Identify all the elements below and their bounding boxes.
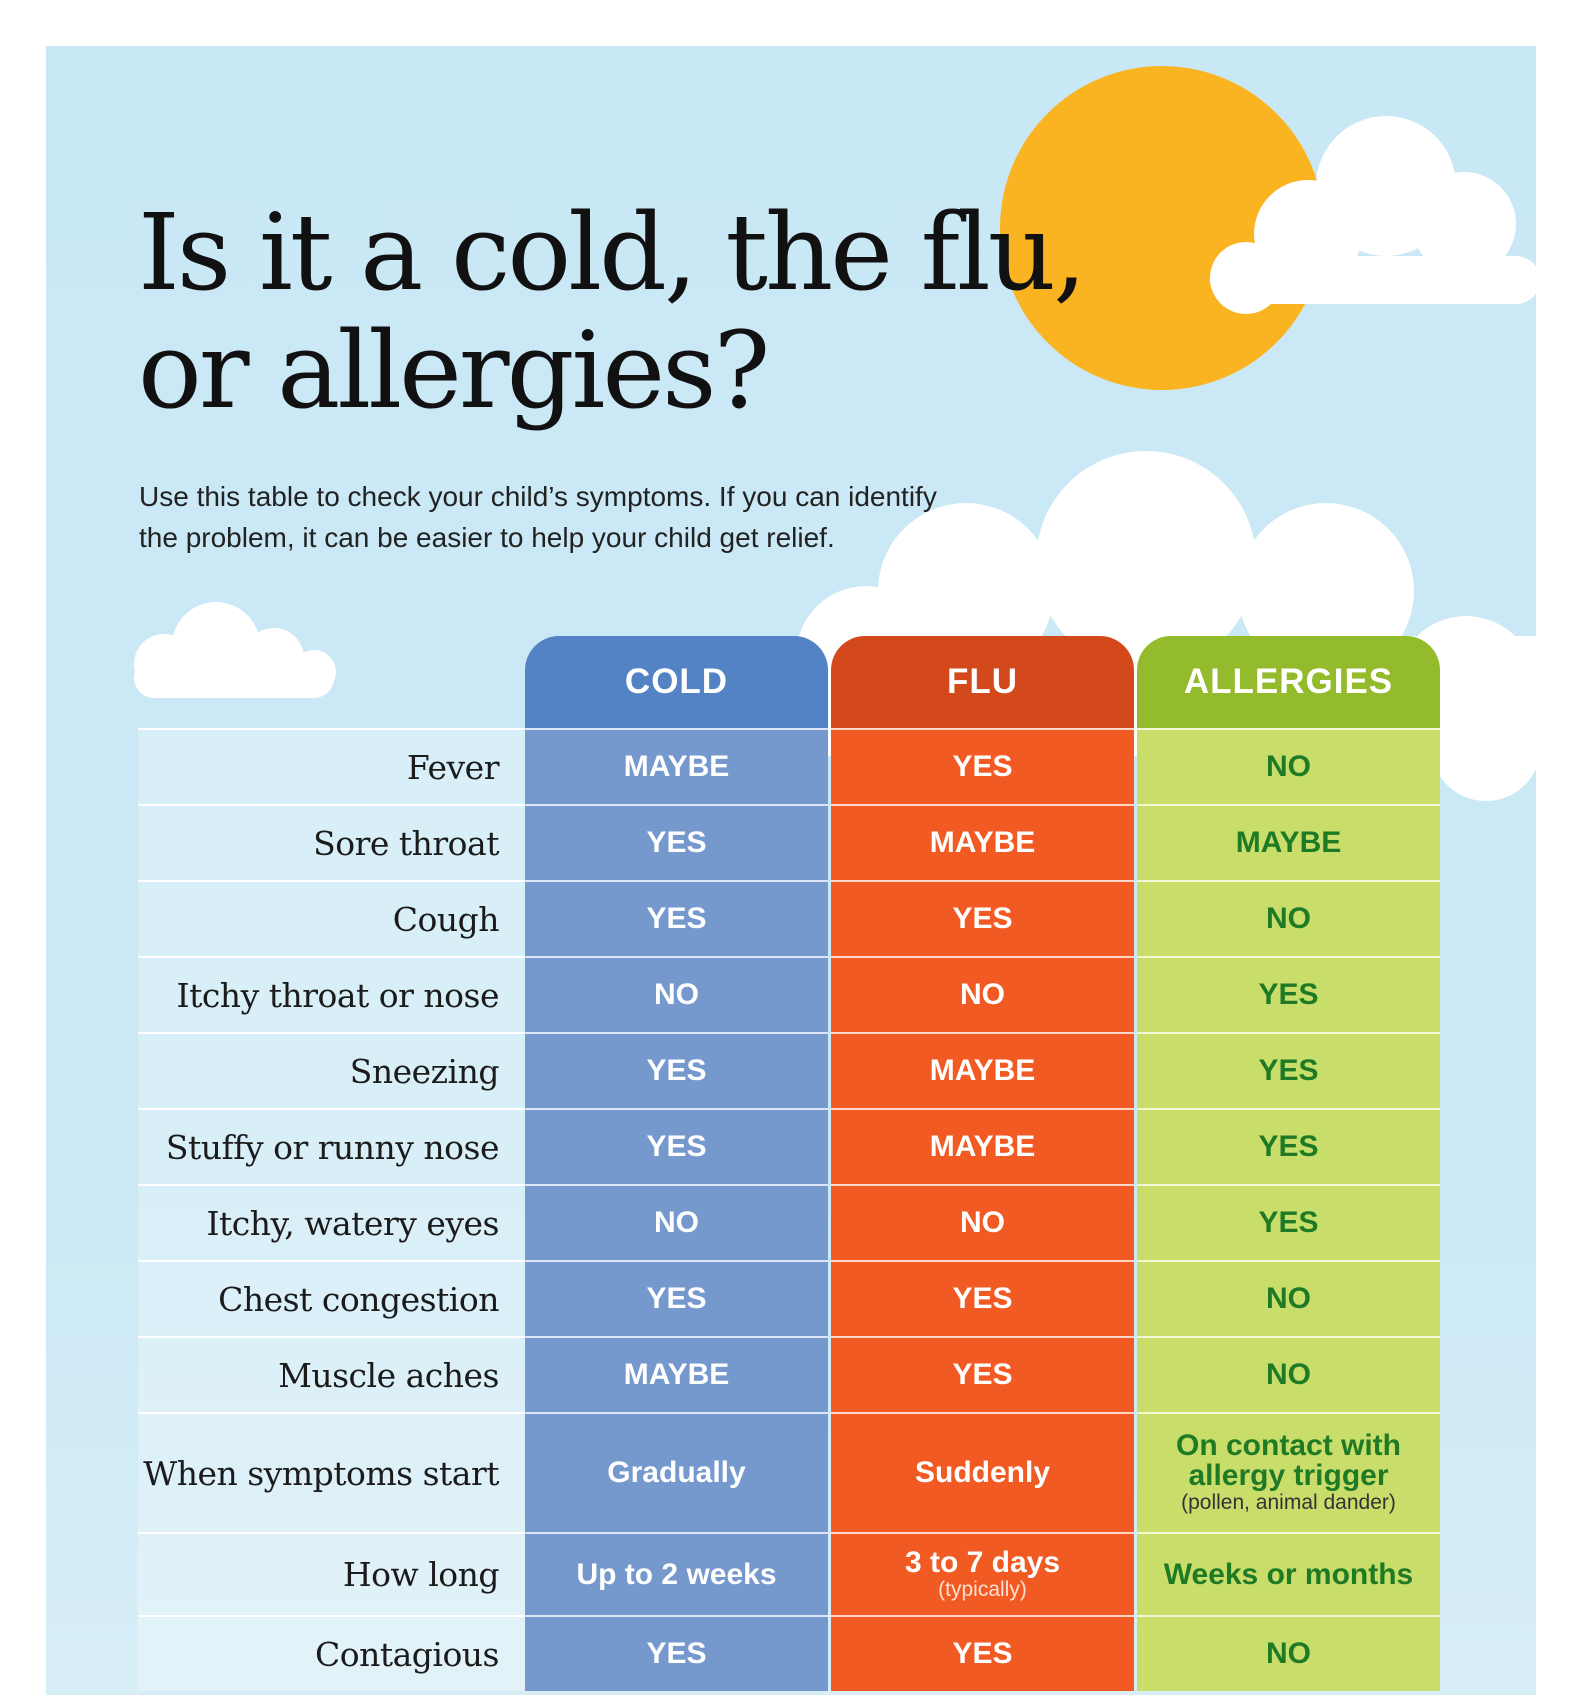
allergies-cell: NO (1137, 1260, 1440, 1336)
flu-cell: YES (831, 880, 1134, 956)
table-row: Cough YES YES NO (138, 880, 1488, 956)
symptom-label: Chest congestion (138, 1260, 525, 1336)
symptom-label: Sneezing (138, 1032, 525, 1108)
symptom-label: Cough (138, 880, 525, 956)
cold-cell: YES (525, 1260, 828, 1336)
table-row: Itchy throat or nose NO NO YES (138, 956, 1488, 1032)
symptom-label: Stuffy or runny nose (138, 1108, 525, 1184)
cloud-icon (1210, 116, 1536, 314)
symptom-label: Contagious (138, 1615, 525, 1691)
flu-cell-note: (typically) (938, 1577, 1027, 1601)
title-line-2: or allergies? (138, 309, 770, 432)
symptom-label: Fever (138, 728, 525, 804)
intro-line-2: the problem, it can be easier to help yo… (139, 522, 835, 553)
allergies-cell: MAYBE (1137, 804, 1440, 880)
cold-cell: NO (525, 956, 828, 1032)
symptom-label: Itchy, watery eyes (138, 1184, 525, 1260)
intro-line-1: Use this table to check your child’s sym… (139, 481, 937, 512)
cold-cell: NO (525, 1184, 828, 1260)
header-cold: COLD (525, 636, 828, 728)
cold-cell: YES (525, 1615, 828, 1691)
table-row: Fever MAYBE YES NO (138, 728, 1488, 804)
allergies-cell: YES (1137, 1184, 1440, 1260)
symptom-label: Muscle aches (138, 1336, 525, 1412)
flu-cell: NO (831, 1184, 1134, 1260)
symptom-label: When symptoms start (138, 1412, 525, 1532)
cold-cell: Up to 2 weeks (525, 1532, 828, 1615)
flu-cell: YES (831, 1615, 1134, 1691)
header-allergies: ALLERGIES (1137, 636, 1440, 728)
table-row: Itchy, watery eyes NO NO YES (138, 1184, 1488, 1260)
table-row: When symptoms start Gradually Suddenly O… (138, 1412, 1488, 1532)
allergies-cell: YES (1137, 1108, 1440, 1184)
allergies-cell: YES (1137, 956, 1440, 1032)
cold-cell: YES (525, 1032, 828, 1108)
allergies-cell: NO (1137, 1615, 1440, 1691)
flu-cell: 3 to 7 days (typically) (831, 1532, 1134, 1615)
header-flu: FLU (831, 636, 1134, 728)
allergies-cell: On contact with allergy trigger (pollen,… (1137, 1412, 1440, 1532)
table-row: Sore throat YES MAYBE MAYBE (138, 804, 1488, 880)
symptom-label: How long (138, 1532, 525, 1615)
flu-cell: MAYBE (831, 804, 1134, 880)
flu-cell: MAYBE (831, 1032, 1134, 1108)
flu-cell: YES (831, 1336, 1134, 1412)
title-line-1: Is it a cold, the flu, (138, 191, 1087, 314)
allergies-cell: NO (1137, 1336, 1440, 1412)
flu-cell: YES (831, 1260, 1134, 1336)
table-row: Contagious YES YES NO (138, 1615, 1488, 1691)
allergies-cell: YES (1137, 1032, 1440, 1108)
cold-cell: YES (525, 804, 828, 880)
header-spacer (138, 636, 525, 728)
cold-cell: MAYBE (525, 728, 828, 804)
symptom-label: Itchy throat or nose (138, 956, 525, 1032)
allergies-cell-note: (pollen, animal dander) (1181, 1491, 1396, 1514)
allergies-cell: NO (1137, 880, 1440, 956)
table-row: How long Up to 2 weeks 3 to 7 days (typi… (138, 1532, 1488, 1615)
page-title: Is it a cold, the flu, or allergies? (138, 194, 1138, 430)
table-header-row: COLD FLU ALLERGIES (138, 636, 1488, 728)
allergies-cell: Weeks or months (1137, 1532, 1440, 1615)
symptom-label: Sore throat (138, 804, 525, 880)
allergies-cell-text: On contact with allergy trigger (1176, 1429, 1401, 1492)
intro-text: Use this table to check your child’s sym… (139, 476, 1039, 558)
symptom-table: COLD FLU ALLERGIES Fever MAYBE YES NO So… (138, 636, 1488, 1691)
flu-cell-text: 3 to 7 days (904, 1545, 1061, 1579)
cold-cell: Gradually (525, 1412, 828, 1532)
infographic-panel: Is it a cold, the flu, or allergies? Use… (46, 46, 1536, 1695)
flu-cell: MAYBE (831, 1108, 1134, 1184)
table-row: Muscle aches MAYBE YES NO (138, 1336, 1488, 1412)
cold-cell: MAYBE (525, 1336, 828, 1412)
table-row: Sneezing YES MAYBE YES (138, 1032, 1488, 1108)
flu-cell: YES (831, 728, 1134, 804)
table-row: Stuffy or runny nose YES MAYBE YES (138, 1108, 1488, 1184)
flu-cell: NO (831, 956, 1134, 1032)
table-row: Chest congestion YES YES NO (138, 1260, 1488, 1336)
cold-cell: YES (525, 880, 828, 956)
allergies-cell: NO (1137, 728, 1440, 804)
cold-cell: YES (525, 1108, 828, 1184)
flu-cell: Suddenly (831, 1412, 1134, 1532)
